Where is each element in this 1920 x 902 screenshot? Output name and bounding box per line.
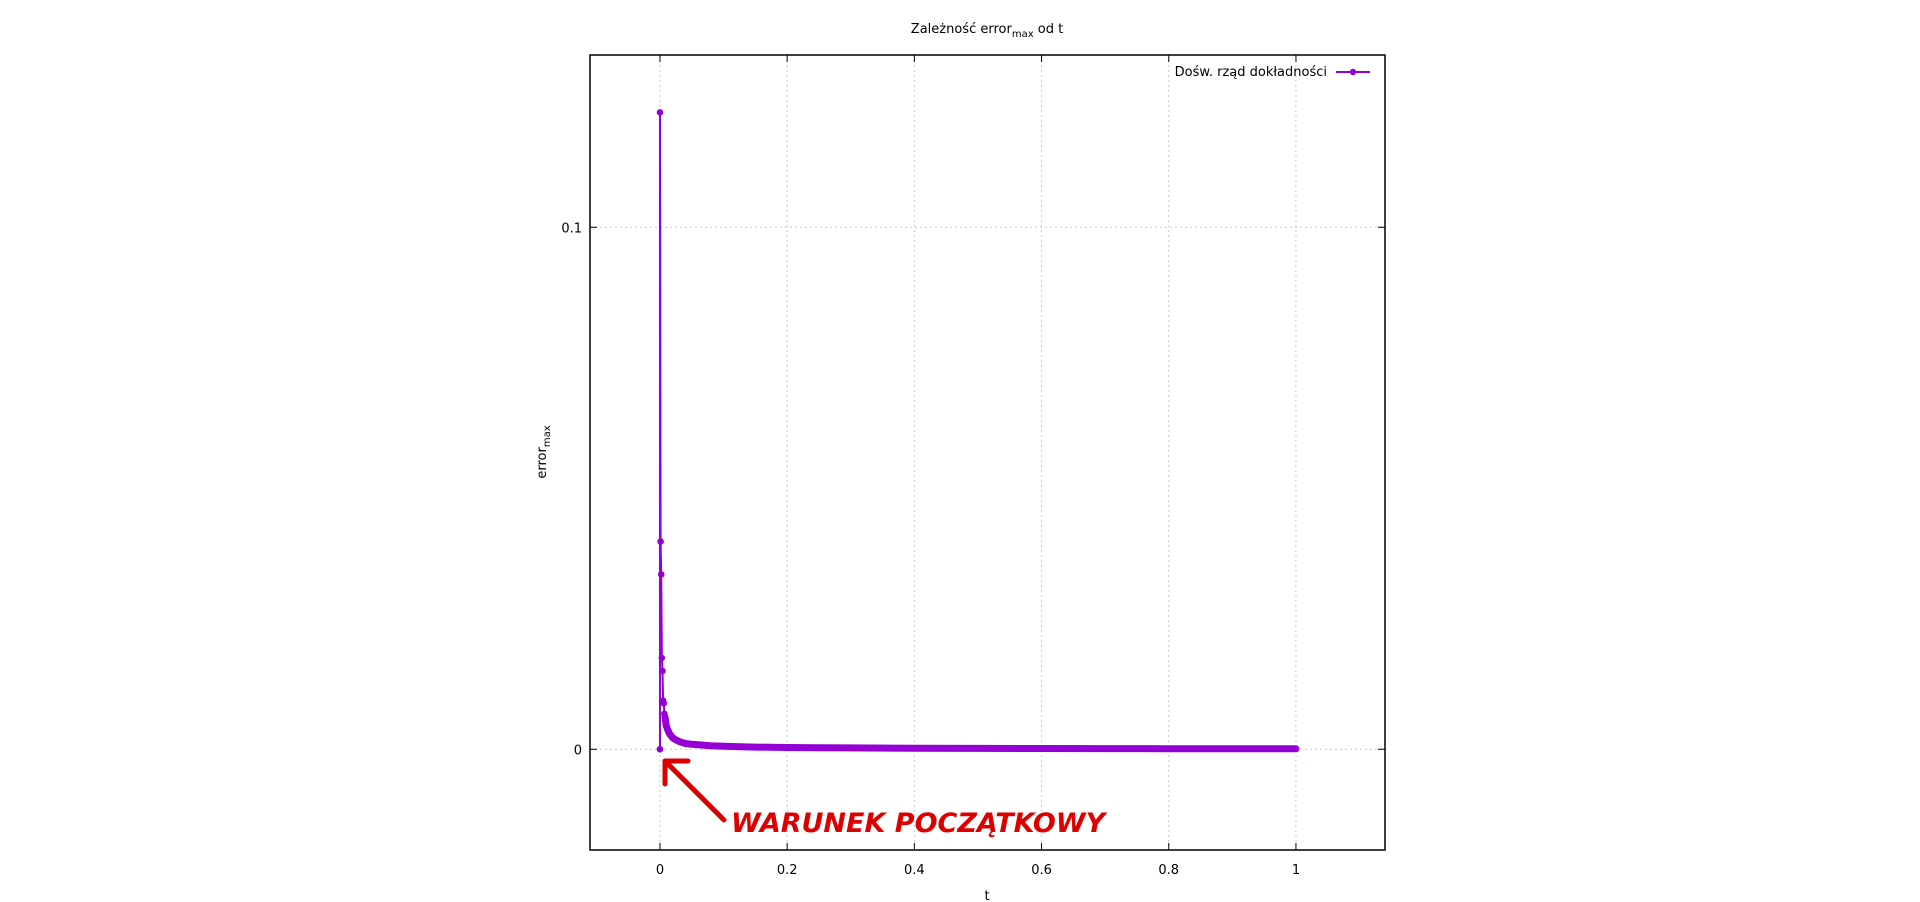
x-tick-label-4: 0.8 [1158,863,1179,878]
series-0-point-3 [658,654,666,662]
series-0-point-2 [657,571,665,578]
x-axis-label: t [984,889,989,902]
x-tick-label-5: 1 [1292,863,1300,878]
legend-marker-sample [1349,68,1357,76]
series-0-point-6 [660,700,668,707]
annotation-arrowhead [662,758,691,787]
series-0-point-0 [656,109,664,116]
series-0-line [659,112,1296,750]
plot-frame [589,54,1386,851]
series-0-point-9 [656,745,664,753]
chart-title: Zależność errormax od t [911,22,1063,40]
x-tick-label-3: 0.6 [1031,863,1052,878]
x-tick-label-1: 0.2 [777,863,798,878]
series-0-point-8 [661,713,669,721]
annotation-text: WARUNEK POCZĄTKOWY [731,808,1108,839]
x-tick-label-0: 0 [656,863,664,878]
x-tick-label-2: 0.4 [904,863,925,878]
legend-label: Dośw. rząd dokładności [1175,65,1327,80]
grid-lines [590,55,1385,850]
axis-ticks: 0 0.2 0.4 0.6 0.8 1 0 0.1 [561,55,1385,878]
legend: Dośw. rząd dokładności [1175,65,1370,80]
annotation-arrow [664,760,727,823]
y-tick-label-0: 0 [574,743,582,758]
series-0-point-4 [659,667,666,675]
y-tick-label-1: 0.1 [561,221,582,236]
series-0-point-1 [657,538,664,545]
y-axis-label: errormax [535,425,553,478]
annotation: WARUNEK POCZĄTKOWY [662,758,1108,839]
series-0-dense-points [661,713,1300,753]
series-layer [656,109,1300,753]
